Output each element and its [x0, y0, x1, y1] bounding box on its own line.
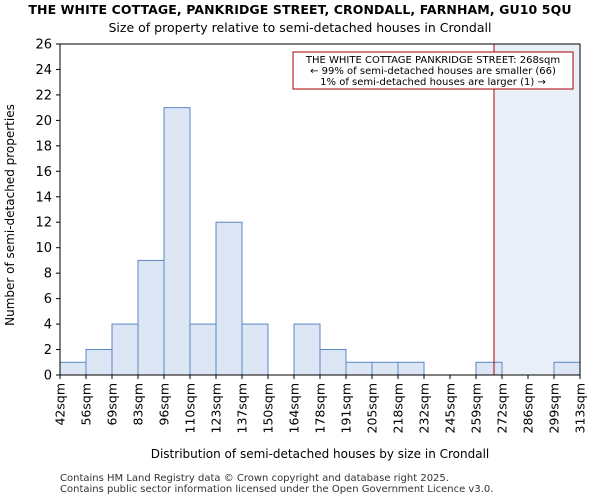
bar	[345, 361, 373, 376]
y-tick-label: 24	[35, 63, 52, 78]
bar	[163, 107, 191, 376]
x-tick-label: 286sqm	[521, 383, 536, 433]
bar	[397, 361, 425, 376]
chart-title: THE WHITE COTTAGE, PANKRIDGE STREET, CRO…	[28, 2, 572, 17]
y-tick-label: 16	[35, 165, 52, 180]
y-tick-label: 12	[35, 216, 52, 231]
bar	[215, 221, 243, 376]
bars-layer	[59, 107, 581, 376]
y-tick-label: 0	[44, 369, 52, 384]
y-tick-label: 26	[35, 38, 52, 53]
highlight-layer	[494, 44, 580, 375]
y-axis-label: Number of semi-detached properties	[3, 104, 17, 326]
bar	[241, 323, 269, 376]
bar	[553, 361, 581, 376]
x-tick-label: 96sqm	[157, 383, 172, 426]
chart-subtitle: Size of property relative to semi-detach…	[108, 20, 492, 35]
annotation-layer: THE WHITE COTTAGE PANKRIDGE STREET: 268s…	[292, 51, 574, 90]
x-tick-label: 123sqm	[209, 383, 224, 433]
footer-licence: Contains public sector information licen…	[60, 484, 494, 495]
x-axis-label: Distribution of semi-detached houses by …	[151, 447, 490, 461]
highlight-region	[494, 44, 580, 375]
y-tick-label: 14	[35, 190, 52, 205]
x-tick-label: 313sqm	[573, 383, 588, 433]
bar	[59, 361, 87, 376]
bar	[293, 323, 321, 376]
y-tick-label: 8	[44, 267, 52, 282]
annotation-line: THE WHITE COTTAGE PANKRIDGE STREET: 268s…	[305, 55, 560, 66]
bar	[475, 361, 503, 376]
y-tick-label: 18	[35, 139, 52, 154]
bar	[137, 259, 165, 376]
bar	[189, 323, 217, 376]
x-tick-label: 259sqm	[469, 383, 484, 433]
x-tick-label: 205sqm	[365, 383, 380, 433]
bar	[319, 349, 347, 376]
y-tick-label: 22	[35, 88, 52, 103]
x-tick-label: 137sqm	[235, 383, 250, 433]
footer-copyright: Contains HM Land Registry data © Crown c…	[60, 473, 449, 484]
x-tick-label: 110sqm	[183, 383, 198, 433]
x-tick-label: 245sqm	[443, 383, 458, 433]
y-tick-label: 20	[35, 114, 52, 129]
annotation-line: 1% of semi-detached houses are larger (1…	[320, 77, 546, 88]
x-tick-label: 272sqm	[495, 383, 510, 433]
x-tick-label: 218sqm	[391, 383, 406, 433]
bar	[371, 361, 399, 376]
x-tick-label: 191sqm	[339, 383, 354, 433]
y-tick-label: 2	[44, 343, 52, 358]
bar	[111, 323, 139, 376]
y-tick-label: 6	[44, 292, 52, 307]
x-tick-label: 150sqm	[261, 383, 276, 433]
x-tick-label: 232sqm	[417, 383, 432, 433]
x-tick-label: 69sqm	[105, 383, 120, 426]
x-tick-label: 299sqm	[547, 383, 562, 433]
x-tick-label: 178sqm	[313, 383, 328, 433]
x-tick-label: 164sqm	[287, 383, 302, 433]
annotation-line: ← 99% of semi-detached houses are smalle…	[310, 66, 556, 77]
y-tick-label: 10	[35, 241, 52, 256]
bar	[85, 349, 113, 376]
x-tick-label: 42sqm	[53, 383, 68, 426]
x-tick-label: 83sqm	[131, 383, 146, 426]
y-tick-label: 4	[44, 318, 52, 333]
annotation-box	[292, 51, 574, 90]
x-tick-label: 56sqm	[79, 383, 94, 426]
